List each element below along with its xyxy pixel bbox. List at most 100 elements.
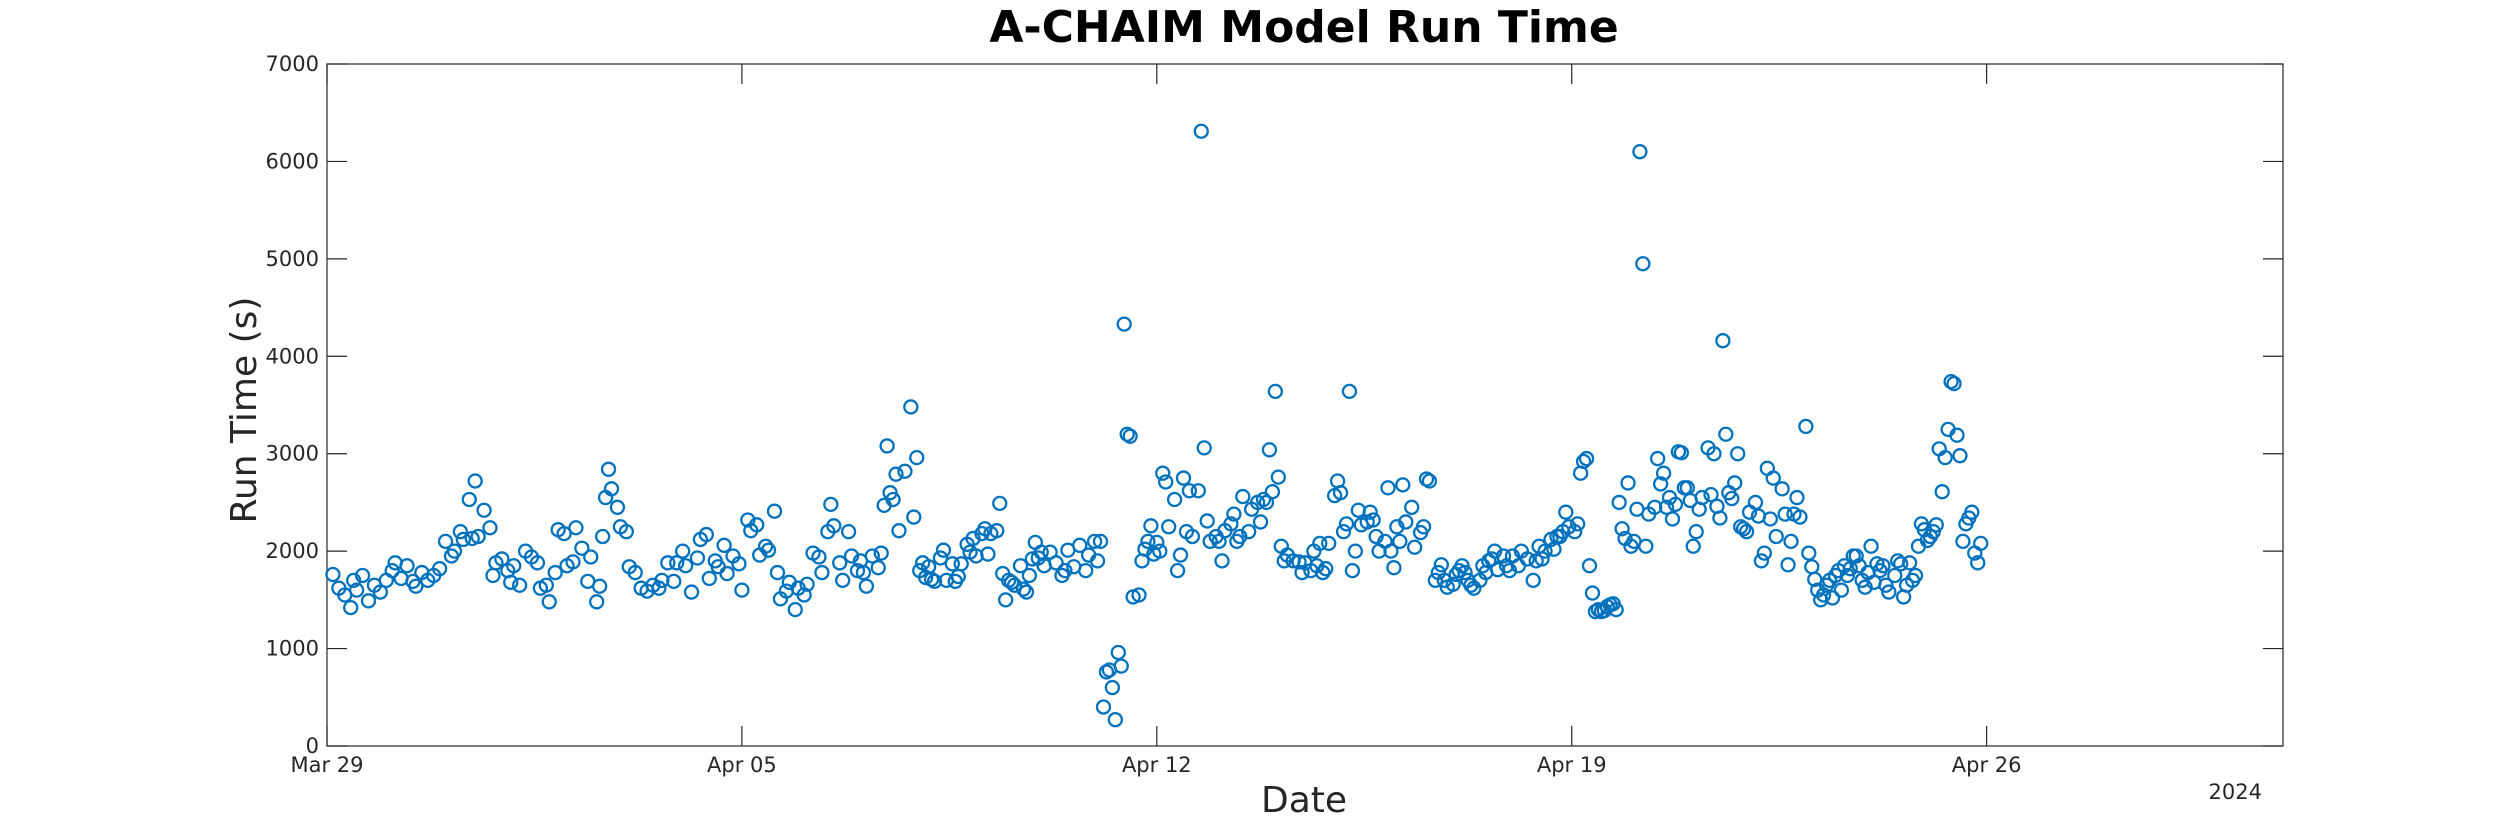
data-point <box>1801 545 1817 561</box>
data-point <box>1196 440 1212 456</box>
data-point <box>452 524 469 540</box>
data-point <box>799 576 815 592</box>
data-point <box>1012 558 1029 574</box>
data-point <box>1833 582 1850 598</box>
data-point <box>1166 491 1183 508</box>
data-point <box>511 577 528 593</box>
data-point <box>372 584 388 600</box>
data-point <box>1955 533 1971 550</box>
x-tick-label: Mar 29 <box>290 753 363 777</box>
data-point <box>455 531 471 548</box>
data-point <box>1952 448 1968 464</box>
data-point <box>1735 521 1752 537</box>
data-point <box>888 466 904 482</box>
x-tick-label: Apr 19 <box>1537 753 1607 777</box>
data-point <box>343 600 359 616</box>
data-point <box>1255 491 1272 508</box>
data-point <box>1792 509 1808 525</box>
data-point <box>766 503 783 519</box>
data-point <box>1048 555 1064 571</box>
data-point <box>506 558 522 574</box>
data-point <box>1184 528 1201 545</box>
data-point <box>1332 485 1349 501</box>
data-point <box>731 556 747 572</box>
data-point <box>592 578 608 594</box>
data-point <box>1878 577 1894 593</box>
data-point <box>1235 488 1251 505</box>
data-point <box>485 567 501 584</box>
data-point <box>348 582 365 598</box>
data-point <box>897 463 913 479</box>
data-point <box>1650 450 1666 467</box>
data-point <box>651 580 667 596</box>
data-point <box>1181 483 1198 499</box>
data-point <box>882 485 898 501</box>
data-point <box>716 537 732 553</box>
data-point <box>1338 516 1355 532</box>
data-point <box>1223 516 1239 532</box>
data-point <box>1312 535 1328 551</box>
data-point <box>1383 543 1399 559</box>
y-tick-label: 5000 <box>266 247 319 271</box>
data-point <box>470 528 486 545</box>
data-point <box>858 578 875 594</box>
data-point <box>879 438 895 454</box>
data-point <box>1638 538 1654 554</box>
data-point <box>909 449 925 466</box>
data-point <box>1807 571 1823 588</box>
data-point <box>1925 524 1941 540</box>
data-point <box>1703 486 1719 503</box>
data-point <box>1685 538 1701 554</box>
year-label: 2024 <box>2209 780 2262 804</box>
data-point <box>855 564 872 581</box>
data-point <box>1578 450 1595 467</box>
data-point <box>399 558 415 574</box>
data-point <box>494 551 510 567</box>
data-point <box>384 562 400 579</box>
data-point <box>1143 518 1159 534</box>
data-point <box>1525 572 1541 589</box>
data-point <box>1380 480 1396 496</box>
data-point <box>1018 584 1035 600</box>
data-point <box>1445 576 1461 592</box>
data-point <box>1756 545 1773 561</box>
data-point <box>1706 446 1722 462</box>
data-point <box>1015 581 1032 597</box>
data-point <box>734 582 750 598</box>
y-tick-label: 0 <box>306 734 319 758</box>
data-point <box>1267 383 1284 400</box>
data-point <box>787 601 803 618</box>
data-point <box>1175 470 1192 486</box>
data-point <box>935 542 952 558</box>
data-point <box>1620 475 1636 491</box>
data-point <box>870 560 886 576</box>
data-point <box>1973 535 1989 551</box>
data-point <box>1715 333 1731 349</box>
data-point <box>1104 679 1121 696</box>
data-point <box>618 524 634 540</box>
data-point <box>1694 489 1710 506</box>
data-point <box>1863 538 1879 554</box>
data-point <box>891 523 907 539</box>
data-point <box>1252 514 1269 530</box>
data-point <box>1964 504 1980 520</box>
data-point <box>873 545 889 561</box>
data-point <box>1753 553 1770 569</box>
data-point <box>503 574 519 590</box>
data-point <box>674 543 691 559</box>
data-point <box>603 481 620 497</box>
data-point <box>823 496 839 513</box>
data-point <box>589 594 605 610</box>
data-point <box>1875 558 1891 574</box>
data-point <box>1116 316 1132 332</box>
data-point <box>660 555 676 571</box>
data-point <box>1804 559 1820 575</box>
data-point <box>1534 551 1550 567</box>
data-point <box>1261 442 1278 458</box>
data-point <box>1421 473 1438 489</box>
data-point <box>1086 533 1103 550</box>
data-point <box>609 499 626 515</box>
data-point <box>1747 494 1764 511</box>
data-point <box>1021 567 1038 584</box>
data-point <box>1718 426 1734 442</box>
